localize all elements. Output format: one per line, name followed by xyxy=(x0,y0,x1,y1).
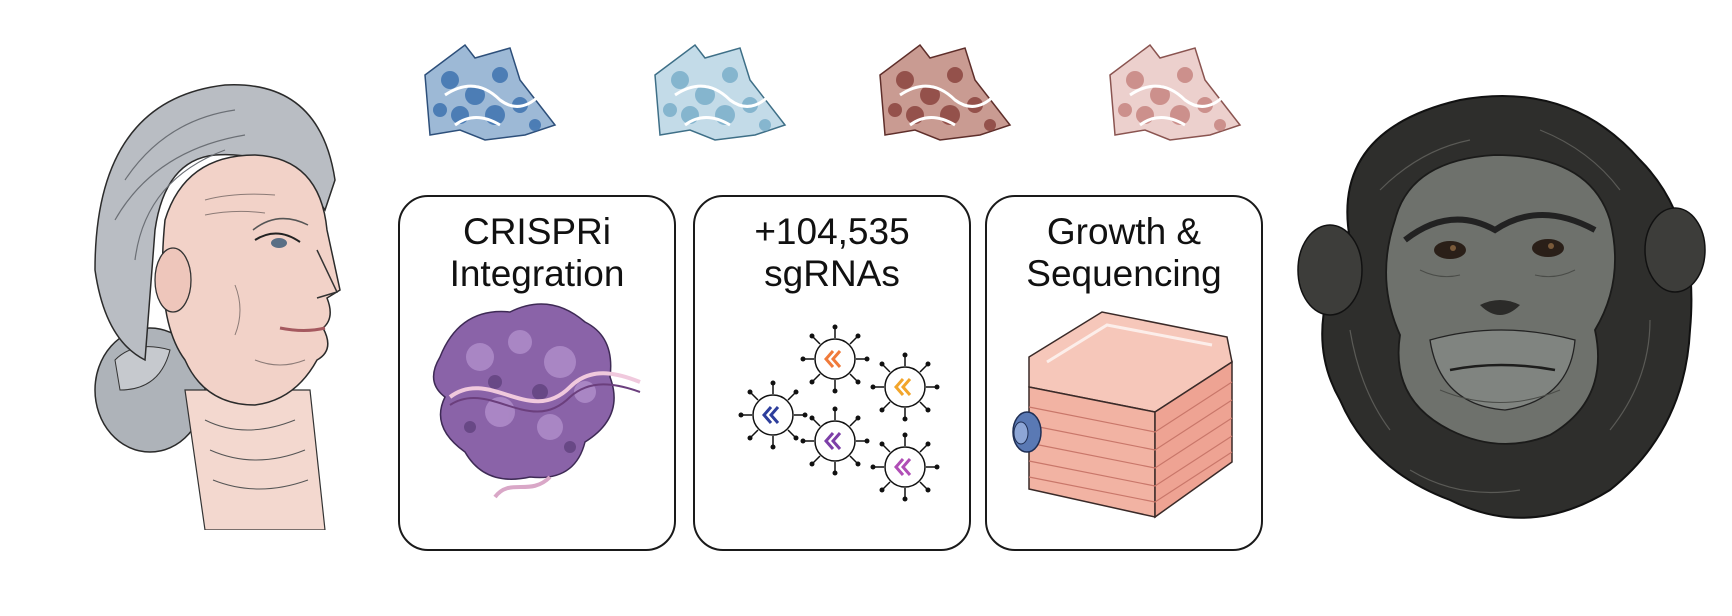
cell-culture-flask-icon xyxy=(1012,311,1233,519)
panel-title: Growth & Sequencing xyxy=(987,211,1261,295)
panel-sgrna-library: +104,535 sgRNAs xyxy=(693,195,971,551)
protein-dna-complex-icon xyxy=(432,303,641,499)
panel-title-line2: sgRNAs xyxy=(764,253,900,294)
cell-sample-dark-red xyxy=(879,43,1012,141)
panel-title-line2: Sequencing xyxy=(1026,253,1222,294)
panel-title: +104,535 sgRNAs xyxy=(695,211,969,295)
cell-sample-light-blue xyxy=(654,43,787,141)
panel-growth-sequencing: Growth & Sequencing xyxy=(985,195,1263,551)
human-portrait-illustration xyxy=(94,84,341,530)
panel-title-line1: Growth & xyxy=(1046,211,1202,252)
cell-sample-blue xyxy=(424,43,557,141)
chimpanzee-portrait-illustration xyxy=(1297,95,1706,519)
panel-title-line1: +104,535 xyxy=(754,211,910,252)
panel-crispri-integration: CRISPRi Integration xyxy=(398,195,676,551)
cell-sample-light-red xyxy=(1109,43,1242,141)
panel-title: CRISPRi Integration xyxy=(400,211,674,295)
panel-title-line2: Integration xyxy=(449,253,625,294)
lentivirus-particles-icon xyxy=(737,323,941,503)
panel-title-line1: CRISPRi xyxy=(462,211,612,252)
